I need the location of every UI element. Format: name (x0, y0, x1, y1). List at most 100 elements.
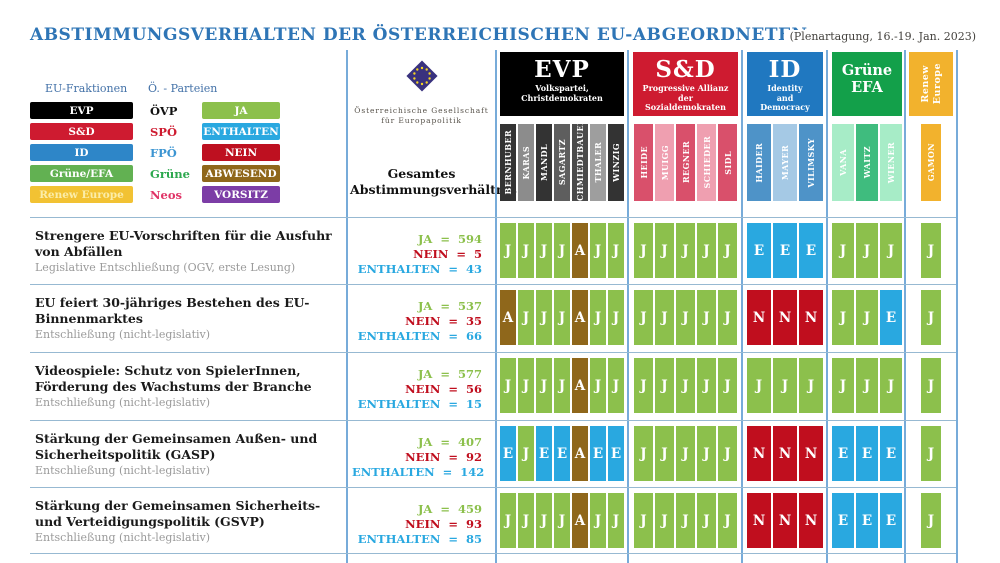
row-divider (30, 553, 956, 554)
vote-stats: JA = 594 NEIN = 5 ENTHALTEN = 43 (352, 232, 482, 277)
vote-tile-e: E (590, 426, 606, 481)
vote-tile-j: J (655, 493, 674, 548)
stat-enthalten: ENTHALTEN = 43 (357, 262, 482, 276)
vote-tile-j: J (518, 223, 534, 278)
vote-tile-j: J (880, 223, 902, 278)
vote-tile-j: J (655, 223, 674, 278)
vote-tile-j: J (590, 223, 606, 278)
vote-tile-j: J (921, 426, 941, 481)
vote-tile-j: J (856, 223, 878, 278)
vote-tile-j: J (634, 358, 653, 413)
vote-stats: JA = 537 NEIN = 35 ENTHALTEN = 66 (352, 299, 482, 344)
group-header-sd: S&D Progressive Allianz der Sozialdemokrate… (633, 52, 738, 116)
vote-topic: Stärkung der Gemeinsamen Außen- und Sich… (35, 431, 318, 477)
vote-tile-j: J (608, 358, 624, 413)
gesamt-label-line1: Gesamtes (387, 166, 456, 181)
member-tile-winzig: WINZIG (608, 124, 624, 201)
vote-tile-j: J (697, 223, 716, 278)
stat-enthalten: ENTHALTEN = 85 (357, 532, 482, 546)
vote-tile-n: N (799, 493, 823, 548)
vote-tile-e: E (880, 493, 902, 548)
column-divider (904, 50, 906, 563)
vote-topic: EU feiert 30-jähriges Bestehen des EU-Bi… (35, 295, 310, 341)
member-tile-regner: REGNER (676, 124, 695, 201)
legend-party-label: Neos (150, 187, 182, 202)
stat-nein: NEIN = 93 (405, 517, 482, 531)
stat-enthalten: ENTHALTEN = 142 (352, 465, 485, 479)
member-tile-muigg: MUIGG (655, 124, 674, 201)
vote-tile-j: J (518, 358, 534, 413)
stat-nein: NEIN = 35 (405, 314, 482, 328)
stat-nein: NEIN = 92 (405, 450, 482, 464)
vote-tile-e: E (500, 426, 516, 481)
member-tile-schieder: SCHIEDER (697, 124, 716, 201)
vote-tile-j: J (676, 426, 695, 481)
org-name: Österreichische Gesellschaft für Europap… (350, 106, 493, 125)
vote-stats: JA = 459 NEIN = 93 ENTHALTEN = 85 (352, 502, 482, 547)
vote-tile-j: J (500, 358, 516, 413)
legend-vote-chip: JA (202, 102, 280, 119)
vote-tile-j: J (518, 290, 534, 345)
org-name-line1: Österreichische Gesellschaft (354, 106, 489, 115)
vote-tile-n: N (747, 493, 771, 548)
vote-stats: JA = 577 NEIN = 56 ENTHALTEN = 15 (352, 367, 482, 412)
group-header-renew: Renew Europe (909, 52, 953, 116)
legend-fraction-chip: EVP (30, 102, 133, 119)
vote-tile-j: J (676, 493, 695, 548)
vote-tile-j: J (697, 426, 716, 481)
member-tile-mayer: MAYER (773, 124, 797, 201)
column-divider (627, 50, 629, 563)
vote-tile-j: J (856, 290, 878, 345)
member-tile-bernhuber: BERNHUBER (500, 124, 516, 201)
legend-fractions-label: EU-Fraktionen (45, 82, 128, 95)
vote-tile-j: J (856, 358, 878, 413)
stat-nein: NEIN = 56 (405, 382, 482, 396)
column-divider (826, 50, 828, 563)
vote-tile-a: A (572, 426, 588, 481)
legend-fraction-chip: Renew Europe (30, 186, 133, 203)
vote-tile-e: E (856, 493, 878, 548)
vote-tile-j: J (799, 358, 823, 413)
legend-vote-chip: ABWESEND (202, 165, 280, 182)
member-tile-schmiedtbauer: SCHMIEDTBAUER (572, 118, 588, 207)
vote-tile-j: J (634, 426, 653, 481)
vote-tile-e: E (799, 223, 823, 278)
row-divider (30, 487, 956, 488)
vote-tile-j: J (718, 358, 737, 413)
vote-tile-e: E (773, 223, 797, 278)
vote-tile-j: J (518, 426, 534, 481)
legend-fraction-chip: S&D (30, 123, 133, 140)
legend-party-label: SPÖ (150, 124, 177, 139)
member-tile-haider: HAIDER (747, 124, 771, 201)
vote-tile-e: E (554, 426, 570, 481)
member-tile-karas: KARAS (518, 124, 534, 201)
vote-tile-j: J (554, 493, 570, 548)
member-tile-vilimsky: VILIMSKY (799, 124, 823, 201)
vote-tile-j: J (608, 223, 624, 278)
member-tile-vana: VANA (832, 124, 854, 201)
stat-enthalten: ENTHALTEN = 15 (357, 397, 482, 411)
legend-fraction-chip: Grüne/EFA (30, 165, 133, 182)
vote-tile-a: A (572, 493, 588, 548)
vote-tile-n: N (773, 290, 797, 345)
vote-tile-n: N (773, 426, 797, 481)
gesamt-column-label: Gesamtes Abstimmungsverhältnis (350, 166, 517, 198)
group-header-gruene: Grüne EFA (832, 52, 902, 116)
vote-tile-j: J (880, 358, 902, 413)
legend-party-label: Grüne (150, 166, 190, 181)
vote-tile-j: J (718, 426, 737, 481)
row-divider (30, 420, 956, 421)
vote-tile-j: J (554, 358, 570, 413)
vote-tile-e: E (880, 426, 902, 481)
vote-tile-j: J (697, 493, 716, 548)
vote-tile-j: J (590, 493, 606, 548)
legend-vote-chip: ENTHALTEN (202, 123, 280, 140)
vote-tile-j: J (921, 223, 941, 278)
vote-tile-j: J (676, 223, 695, 278)
stat-enthalten: ENTHALTEN = 66 (357, 329, 482, 343)
vote-tile-j: J (634, 290, 653, 345)
column-divider (495, 50, 497, 563)
vote-tile-j: J (718, 493, 737, 548)
group-header-evp: EVP Volkspartei, Christdemokraten (500, 52, 624, 116)
